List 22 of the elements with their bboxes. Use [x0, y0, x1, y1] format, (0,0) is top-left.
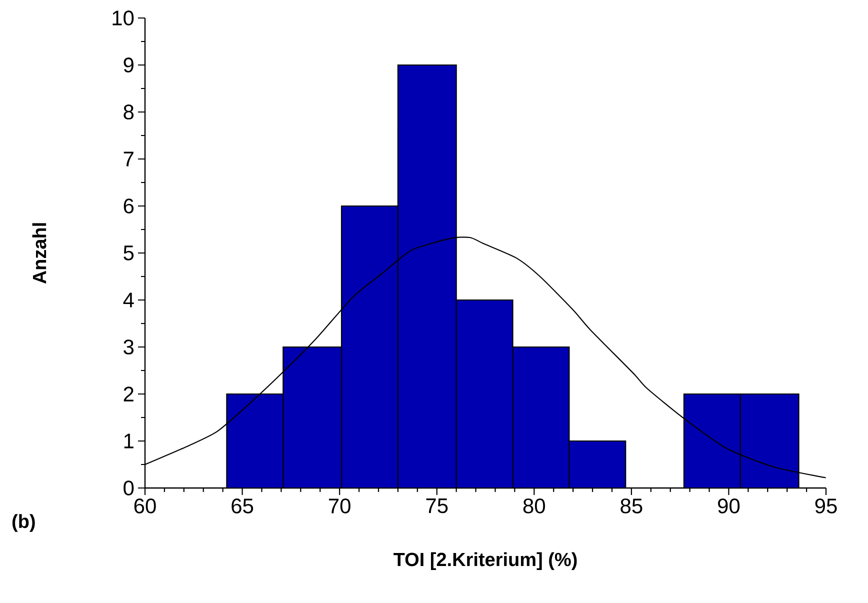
- y-tick-label: 5: [124, 246, 134, 260]
- y-axis-title: Anzahl: [32, 223, 46, 284]
- x-tick-label: 60: [134, 498, 156, 514]
- x-tick-label: 65: [232, 498, 254, 514]
- x-axis-title: TOI [2.Kriterium] (%): [394, 552, 577, 570]
- y-tick-label: 6: [124, 198, 134, 214]
- x-tick-label: 70: [328, 498, 350, 514]
- y-tick-label: 2: [124, 386, 134, 402]
- x-tick-label: 95: [815, 498, 837, 514]
- y-tick-label: 3: [124, 340, 134, 354]
- y-tick-label: 0: [124, 480, 134, 496]
- y-tick-label: 4: [123, 292, 134, 308]
- y-tick-label: 9: [124, 58, 134, 72]
- x-tick-label: 75: [426, 498, 448, 514]
- x-tick-label: 80: [523, 498, 545, 514]
- y-tick-label: 1: [124, 434, 134, 448]
- y-tick-label: 10: [112, 10, 134, 26]
- y-tick-label: 8: [124, 104, 134, 120]
- x-tick-label: 90: [718, 498, 740, 514]
- y-tick-label: 7: [124, 152, 134, 166]
- x-tick-label: 85: [620, 498, 642, 514]
- text: (b): [12, 514, 35, 532]
